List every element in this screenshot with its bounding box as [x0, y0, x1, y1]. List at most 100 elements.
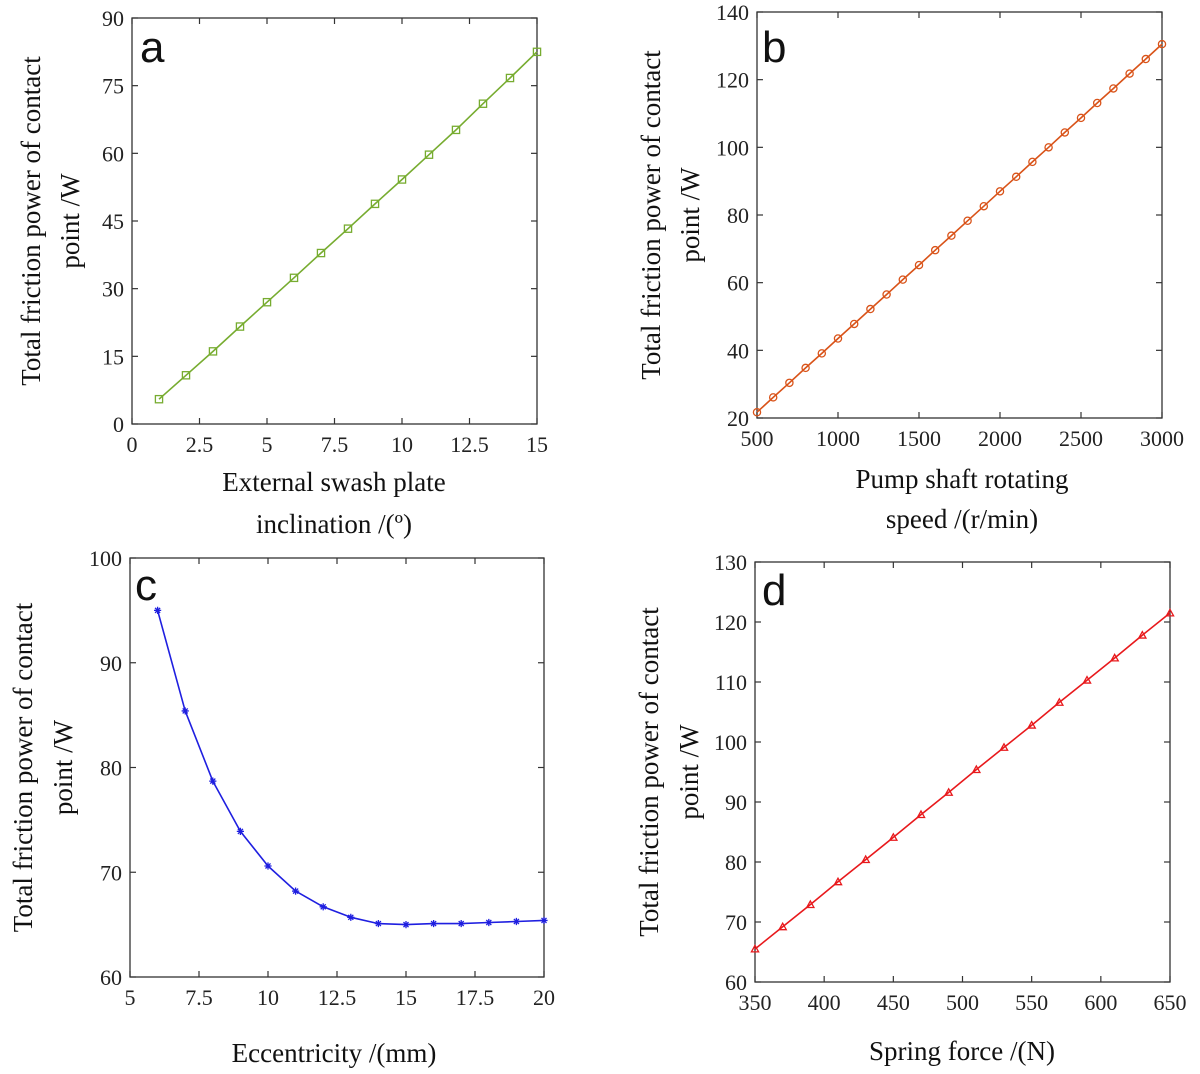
y-axis-label: Total friction power of contact — [636, 50, 666, 380]
y-tick-label: 80 — [727, 203, 749, 228]
chart-panel-d: 350 400 450 500 550 600 650 60 70 80 90 100 110 120 13… — [634, 550, 1187, 1066]
y-tick-label: 100 — [716, 135, 749, 160]
data-point — [785, 378, 794, 388]
data-point — [1044, 143, 1053, 152]
x-axis-label: speed /(r/min) — [886, 504, 1038, 534]
data-point — [1054, 697, 1065, 706]
data-point — [1028, 157, 1037, 167]
series-line — [158, 51, 538, 400]
x-tick-label: 10 — [257, 985, 279, 1010]
data-point — [181, 707, 189, 715]
x-tick-label: 550 — [1015, 990, 1048, 1015]
y-tick-label: 90 — [102, 6, 124, 31]
data-point — [235, 322, 245, 331]
data-point — [1137, 630, 1148, 639]
x-tick-label: 2000 — [978, 426, 1022, 451]
data-point — [833, 334, 843, 343]
y-tick-label: 80 — [725, 850, 747, 875]
chart-panel-c: 5 7.5 10 12.5 15 17.5 20 60 70 80 90 100 c Eccentrici… — [8, 546, 555, 1068]
y-tick-label: 120 — [716, 68, 749, 93]
y-axis-label: point /W — [674, 724, 704, 820]
y-axis-label: point /W — [48, 719, 78, 815]
data-point — [430, 919, 438, 928]
data-point — [485, 918, 493, 927]
y-axis-label: Total friction power of contact — [16, 56, 46, 386]
data-point — [866, 304, 875, 314]
data-point — [971, 764, 982, 774]
y-tick-label: 110 — [715, 670, 747, 695]
data-point — [209, 777, 217, 785]
data-point — [457, 919, 465, 928]
data-point — [1076, 113, 1086, 123]
data-point — [801, 363, 810, 373]
data-point — [777, 921, 788, 931]
x-tick-label: 5 — [262, 432, 273, 457]
data-point — [750, 944, 760, 953]
y-tick-label: 90 — [100, 651, 122, 676]
data-point — [505, 73, 515, 83]
y-tick-label: 45 — [102, 209, 124, 234]
data-point — [512, 917, 520, 926]
y-tick-label: 20 — [727, 406, 749, 431]
y-tick-label: 100 — [714, 730, 747, 755]
data-point — [817, 349, 827, 358]
data-point — [402, 921, 410, 929]
x-axis-label: Spring force /(N) — [869, 1036, 1055, 1066]
data-point — [319, 903, 327, 911]
x-axis-label: Eccentricity /(mm) — [232, 1038, 437, 1068]
x-tick-label: 650 — [1154, 990, 1187, 1015]
y-tick-label: 40 — [727, 338, 749, 363]
data-point — [289, 273, 299, 283]
data-point — [208, 347, 218, 356]
data-point — [1082, 675, 1092, 684]
x-tick-label: 1500 — [897, 426, 941, 451]
plot-frame — [754, 561, 1171, 983]
x-tick-label: 5 — [125, 985, 136, 1010]
x-tick-label: 12.5 — [318, 985, 357, 1010]
data-point — [1092, 98, 1102, 108]
x-tick-label: 2500 — [1059, 426, 1103, 451]
data-point — [1011, 172, 1021, 182]
data-point — [370, 199, 380, 209]
y-tick-label: 100 — [89, 546, 122, 571]
plot-frame — [131, 17, 538, 425]
data-point — [262, 297, 272, 307]
y-tick-label: 60 — [727, 271, 749, 296]
data-point — [943, 787, 954, 796]
series-line — [754, 612, 1171, 950]
data-point — [478, 99, 488, 108]
data-point — [1125, 69, 1134, 78]
x-tick-label: 10 — [391, 432, 413, 457]
data-point — [347, 913, 355, 921]
y-tick-label: 70 — [100, 860, 122, 885]
data-point — [995, 187, 1005, 196]
x-tick-label: 7.5 — [185, 985, 213, 1010]
data-point — [1141, 54, 1151, 64]
y-tick-label: 70 — [725, 910, 747, 935]
data-point — [914, 260, 924, 270]
y-axis-label: Total friction power of contact — [8, 602, 38, 932]
y-tick-label: 80 — [100, 756, 122, 781]
x-tick-label: 500 — [741, 426, 774, 451]
data-point — [963, 216, 972, 226]
x-tick-label: 12.5 — [450, 432, 489, 457]
x-tick-label: 600 — [1084, 990, 1117, 1015]
panel-letter: a — [140, 23, 165, 72]
y-axis-label: point /W — [55, 173, 85, 269]
data-point — [947, 231, 956, 240]
y-tick-label: 60 — [725, 970, 747, 995]
y-tick-label: 30 — [102, 277, 124, 302]
y-tick-label: 130 — [714, 550, 747, 575]
data-point — [316, 248, 326, 258]
x-tick-label: 450 — [877, 990, 910, 1015]
data-point — [805, 899, 816, 909]
y-tick-label: 0 — [113, 412, 124, 437]
x-tick-label: 3000 — [1140, 426, 1184, 451]
data-point — [451, 125, 461, 135]
data-point — [397, 175, 407, 184]
y-tick-label: 60 — [100, 965, 122, 990]
data-point — [860, 854, 871, 864]
y-tick-label: 140 — [716, 0, 749, 25]
chart-panel-b: 500 1000 1500 2000 2500 3000 20 40 60 80 100 120 140… — [636, 0, 1184, 534]
